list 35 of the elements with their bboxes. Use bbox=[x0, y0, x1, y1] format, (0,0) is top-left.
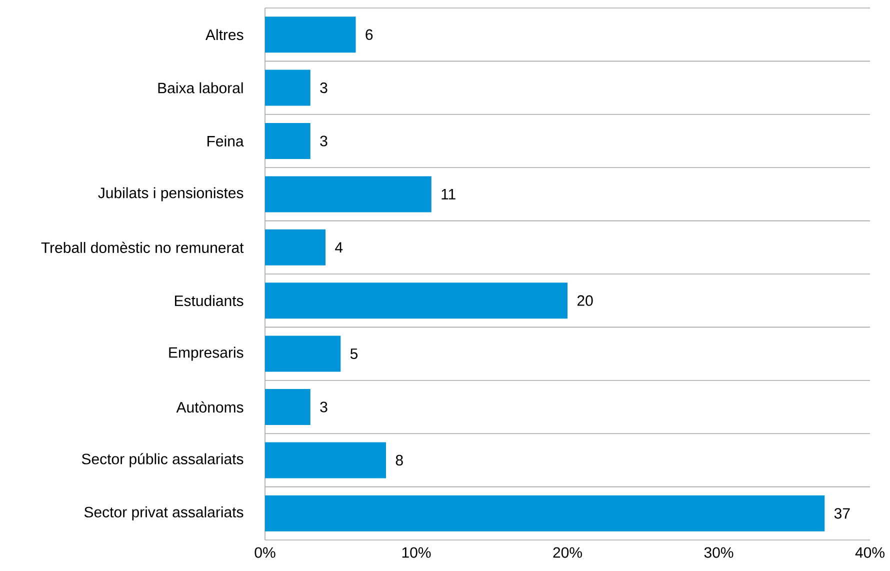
x-tick-label: 30% bbox=[704, 547, 734, 558]
y-tick-label: Jubilats i pensionistes bbox=[98, 187, 244, 202]
x-tick-label: 0% bbox=[254, 547, 276, 558]
y-tick-label: Treball domèstic no remunerat bbox=[41, 242, 244, 253]
bar bbox=[265, 336, 341, 372]
bar bbox=[265, 229, 326, 266]
y-tick-label: Autònoms bbox=[176, 401, 244, 413]
bar bbox=[265, 442, 386, 478]
y-tick-label: Estudiants bbox=[174, 295, 244, 306]
x-tick-label: 10% bbox=[402, 547, 431, 558]
data-label: 11 bbox=[442, 189, 456, 200]
bar bbox=[265, 389, 310, 426]
bar bbox=[265, 282, 568, 319]
x-tick-label: 40% bbox=[855, 547, 884, 558]
y-tick-label: Altres bbox=[205, 29, 244, 40]
y-tick-label: Sector públic assalariats bbox=[82, 453, 244, 468]
data-label: 5 bbox=[350, 348, 358, 360]
bar bbox=[265, 176, 432, 212]
x-tick-label: 20% bbox=[553, 547, 582, 558]
y-tick-label: Sector privat assalariats bbox=[84, 506, 244, 520]
data-label: 37 bbox=[834, 508, 850, 519]
data-label: 3 bbox=[320, 402, 328, 412]
y-tick-label: Empresaris bbox=[169, 346, 244, 361]
data-label: 4 bbox=[335, 242, 343, 253]
bar bbox=[265, 70, 310, 106]
y-tick-label: Baixa laboral bbox=[158, 82, 243, 94]
bar bbox=[265, 123, 310, 159]
data-label: 3 bbox=[320, 82, 328, 94]
y-tick-label: Feina bbox=[208, 135, 244, 147]
bar bbox=[265, 16, 356, 53]
data-label: 3 bbox=[320, 136, 328, 146]
data-label: 20 bbox=[577, 295, 593, 306]
data-label: 8 bbox=[396, 454, 403, 466]
data-label: 6 bbox=[366, 29, 373, 40]
bar bbox=[265, 495, 825, 532]
